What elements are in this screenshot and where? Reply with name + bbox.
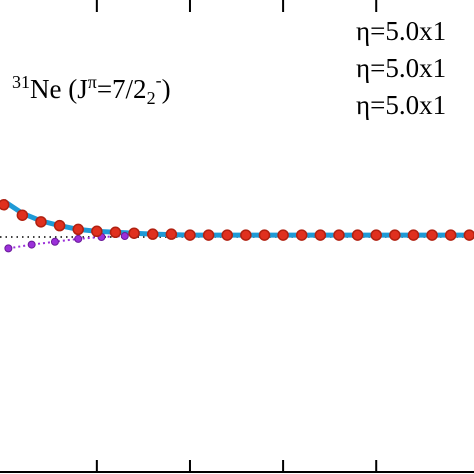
marker [4, 244, 13, 253]
marker [165, 228, 178, 240]
marker [27, 240, 36, 249]
annotation-part: - [156, 70, 162, 90]
marker [444, 229, 457, 241]
annotation-part: 2 [147, 88, 156, 108]
marker [258, 229, 271, 241]
marker [333, 229, 345, 241]
annotation: 31Ne (Jπ=7/22-) [12, 70, 171, 108]
marker [120, 232, 129, 241]
annotation-part: ) [162, 74, 171, 104]
marker [370, 229, 382, 241]
series-line [8, 235, 125, 250]
marker [91, 225, 103, 238]
marker [16, 209, 29, 221]
annotation-part: Ne (J [30, 74, 88, 104]
marker [0, 199, 10, 211]
marker [50, 237, 59, 246]
marker [221, 229, 233, 241]
marker [202, 229, 215, 241]
annotation-part: =7/2 [97, 74, 147, 104]
legend-label: η=5.0x1 [356, 90, 446, 120]
annotation-part: π [88, 72, 97, 92]
marker [72, 223, 84, 236]
marker [128, 227, 140, 239]
marker [35, 216, 47, 228]
marker [146, 228, 159, 240]
marker [184, 229, 196, 241]
marker [314, 229, 327, 241]
marker [389, 229, 401, 241]
marker [407, 229, 420, 241]
annotation-part: 31 [12, 72, 30, 92]
legend-label: η=5.0x1 [356, 16, 446, 46]
marker [426, 229, 438, 241]
marker [74, 234, 83, 243]
marker [463, 229, 474, 241]
legend-label: η=5.0x1 [356, 53, 446, 83]
marker [109, 226, 122, 239]
marker [351, 229, 364, 241]
marker [53, 219, 66, 232]
marker [277, 229, 289, 241]
marker [240, 229, 252, 241]
marker [295, 229, 308, 241]
